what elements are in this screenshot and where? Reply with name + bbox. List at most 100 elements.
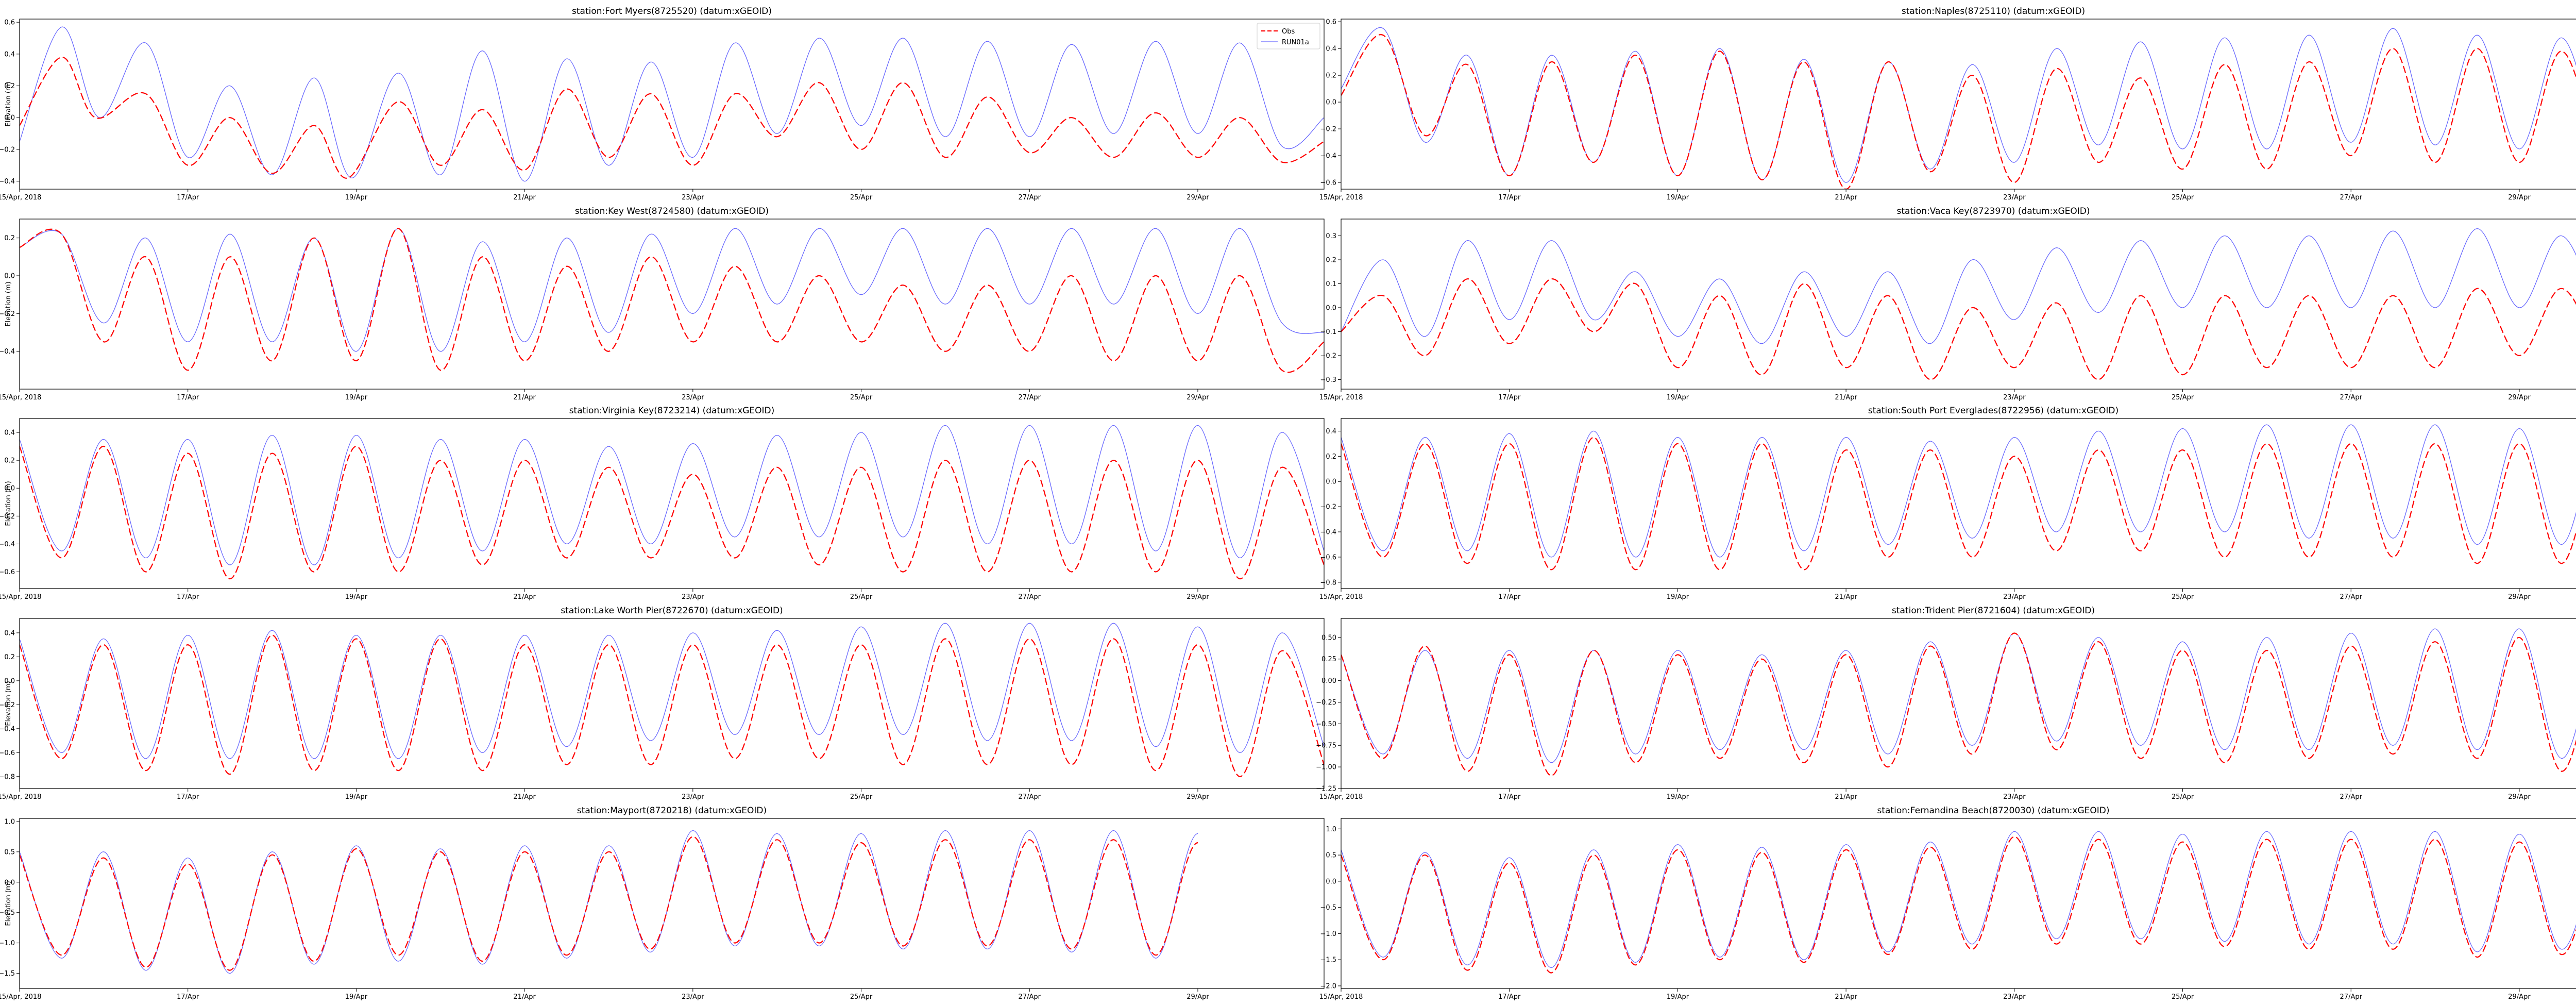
x-tick-label: 23/Apr bbox=[2003, 993, 2026, 1001]
model-series-line bbox=[1341, 228, 2576, 344]
x-tick-label: 19/Apr bbox=[345, 194, 368, 202]
y-tick-label: −1.5 bbox=[0, 970, 15, 978]
x-tick-label: 21/Apr bbox=[1835, 593, 1857, 601]
x-tick-label: 17/Apr bbox=[177, 394, 199, 401]
y-tick-label: −0.5 bbox=[1320, 904, 1336, 912]
x-tick-label: 29/Apr bbox=[1187, 394, 1209, 401]
y-tick-label: −0.8 bbox=[1320, 579, 1336, 587]
x-tick-label: 15/Apr, 2018 bbox=[1319, 793, 1363, 801]
x-tick-label: 17/Apr bbox=[177, 793, 199, 801]
obs-series-line bbox=[20, 56, 1324, 179]
y-tick-label: −0.2 bbox=[1320, 352, 1336, 360]
y-tick-label: −0.25 bbox=[1316, 699, 1336, 707]
y-tick-label: 0.2 bbox=[1326, 72, 1336, 80]
y-tick-label: 0.0 bbox=[1326, 304, 1336, 312]
axes-frame bbox=[19, 219, 1325, 390]
y-tick-label: 0.3 bbox=[1326, 232, 1336, 240]
x-tick-label: 29/Apr bbox=[1187, 593, 1209, 601]
model-series-line bbox=[1341, 27, 2576, 183]
y-tick-label: −0.2 bbox=[1320, 126, 1336, 133]
subplot-title: station:Lake Worth Pier(8722670) (datum:… bbox=[561, 606, 783, 616]
x-tick-label: 23/Apr bbox=[682, 593, 704, 601]
axes-frame bbox=[1341, 19, 2576, 190]
y-axis-label: Elevation (m) bbox=[5, 681, 12, 726]
series-group bbox=[1341, 424, 2576, 571]
x-tick-label: 29/Apr bbox=[1187, 793, 1209, 801]
x-tick-label: 17/Apr bbox=[1498, 993, 1521, 1001]
axes-frame bbox=[1341, 219, 2576, 390]
x-tick-label: 15/Apr, 2018 bbox=[0, 394, 41, 401]
x-tick-label: 21/Apr bbox=[513, 593, 536, 601]
obs-series-line bbox=[1341, 278, 2576, 380]
series-group bbox=[20, 26, 1324, 182]
y-tick-label: −0.6 bbox=[1320, 554, 1336, 561]
series-group bbox=[20, 830, 1198, 974]
model-series-line bbox=[1341, 831, 2576, 968]
model-series-line bbox=[1341, 424, 2576, 558]
model-series-line bbox=[20, 26, 1324, 182]
series-group bbox=[20, 623, 1324, 777]
subplot-7: station:Lake Worth Pier(8722670) (datum:… bbox=[0, 606, 1325, 801]
x-tick-label: 15/Apr, 2018 bbox=[0, 793, 41, 801]
subplot-title: station:Mayport(8720218) (datum:xGEOID) bbox=[577, 806, 767, 816]
model-series-line bbox=[20, 830, 1198, 974]
subplot-4: station:Vaca Key(8723970) (datum:xGEOID)… bbox=[1319, 206, 2576, 401]
subplot-title: station:Virginia Key(8723214) (datum:xGE… bbox=[569, 406, 775, 416]
x-tick-label: 25/Apr bbox=[2172, 593, 2194, 601]
subplot-title: station:Fernandina Beach(8720030) (datum… bbox=[1877, 806, 2109, 816]
x-tick-label: 25/Apr bbox=[2172, 993, 2194, 1001]
y-tick-label: −0.4 bbox=[0, 725, 15, 733]
x-tick-label: 15/Apr, 2018 bbox=[1319, 593, 1363, 601]
subplot-title: station:Fort Myers(8725520) (datum:xGEOI… bbox=[572, 6, 772, 16]
y-tick-label: 0.25 bbox=[1321, 656, 1336, 663]
model-series-line bbox=[20, 623, 1324, 759]
y-tick-label: −2.0 bbox=[1320, 982, 1336, 990]
x-tick-label: 21/Apr bbox=[1835, 394, 1857, 401]
x-tick-label: 25/Apr bbox=[2172, 793, 2194, 801]
subplot-6: station:South Port Everglades(8722956) (… bbox=[1319, 406, 2576, 601]
x-tick-label: 23/Apr bbox=[682, 394, 704, 401]
x-tick-label: 19/Apr bbox=[345, 593, 368, 601]
obs-series-line bbox=[20, 445, 1324, 580]
y-tick-label: 0.00 bbox=[1321, 677, 1336, 685]
x-tick-label: 17/Apr bbox=[177, 194, 199, 202]
y-tick-label: −0.6 bbox=[0, 568, 15, 576]
x-tick-label: 15/Apr, 2018 bbox=[0, 194, 41, 202]
model-series-line bbox=[20, 228, 1324, 352]
y-axis-label: Elevation (m) bbox=[5, 481, 12, 526]
x-tick-label: 19/Apr bbox=[1667, 793, 1689, 801]
x-tick-label: 25/Apr bbox=[850, 993, 873, 1001]
y-tick-label: −0.2 bbox=[0, 146, 15, 154]
x-tick-label: 27/Apr bbox=[1019, 194, 1041, 202]
x-tick-label: 19/Apr bbox=[345, 793, 368, 801]
x-tick-label: 27/Apr bbox=[2340, 793, 2363, 801]
y-tick-label: 0.0 bbox=[1326, 878, 1336, 885]
x-tick-label: 23/Apr bbox=[2003, 793, 2026, 801]
axes-frame bbox=[19, 818, 1325, 989]
x-tick-label: 17/Apr bbox=[177, 993, 199, 1001]
y-tick-label: −0.4 bbox=[0, 178, 15, 186]
x-tick-label: 21/Apr bbox=[1835, 793, 1857, 801]
obs-series-line bbox=[1341, 632, 2576, 777]
y-tick-label: 0.4 bbox=[4, 51, 15, 58]
y-tick-label: −0.2 bbox=[0, 513, 15, 521]
x-tick-label: 25/Apr bbox=[850, 593, 873, 601]
y-tick-label: −0.2 bbox=[0, 701, 15, 709]
y-tick-label: −1.0 bbox=[1320, 930, 1336, 938]
x-tick-label: 27/Apr bbox=[2340, 993, 2363, 1001]
y-tick-label: 0.0 bbox=[4, 114, 15, 122]
obs-series-line bbox=[20, 228, 1324, 373]
y-tick-label: −1.5 bbox=[1320, 957, 1336, 964]
y-tick-label: 0.0 bbox=[1326, 99, 1336, 107]
x-tick-label: 27/Apr bbox=[2340, 194, 2363, 202]
x-tick-label: 21/Apr bbox=[513, 194, 536, 202]
model-series-line bbox=[20, 425, 1324, 565]
x-tick-label: 17/Apr bbox=[1498, 593, 1521, 601]
series-group bbox=[20, 228, 1324, 373]
y-tick-label: 0.1 bbox=[1326, 280, 1336, 288]
series-group bbox=[1341, 628, 2576, 777]
y-tick-label: 0.5 bbox=[4, 848, 15, 856]
x-tick-label: 27/Apr bbox=[1019, 394, 1041, 401]
x-tick-label: 23/Apr bbox=[2003, 194, 2026, 202]
axes-frame bbox=[19, 19, 1325, 190]
